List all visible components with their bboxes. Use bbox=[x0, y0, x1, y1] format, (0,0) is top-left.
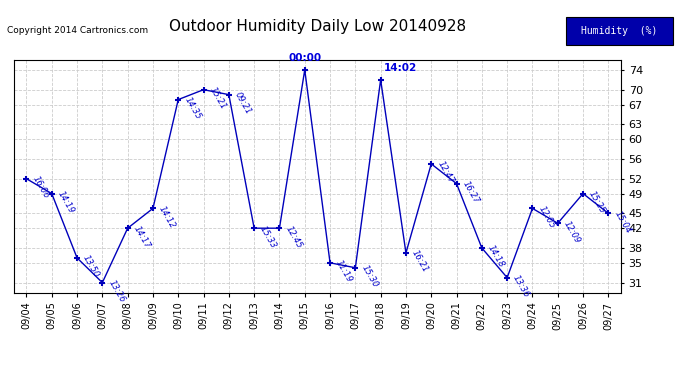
Text: 14:17: 14:17 bbox=[132, 224, 152, 250]
Text: 15:30: 15:30 bbox=[359, 264, 380, 289]
Text: 13:26: 13:26 bbox=[106, 279, 126, 304]
Text: 11:19: 11:19 bbox=[334, 259, 354, 284]
Text: Outdoor Humidity Daily Low 20140928: Outdoor Humidity Daily Low 20140928 bbox=[169, 19, 466, 34]
Text: 12:45: 12:45 bbox=[284, 224, 304, 250]
Text: 15:04: 15:04 bbox=[613, 209, 633, 235]
Text: 13:36: 13:36 bbox=[511, 273, 531, 299]
Text: 12:47: 12:47 bbox=[435, 160, 455, 185]
Text: 14:18: 14:18 bbox=[486, 244, 506, 269]
Text: 16:06: 16:06 bbox=[30, 174, 50, 200]
Text: Humidity  (%): Humidity (%) bbox=[581, 26, 658, 36]
Text: 13:50: 13:50 bbox=[81, 254, 101, 279]
Text: 14:19: 14:19 bbox=[56, 189, 76, 215]
Text: 15:25: 15:25 bbox=[587, 189, 607, 215]
Text: 12:05: 12:05 bbox=[537, 204, 557, 230]
Text: 14:35: 14:35 bbox=[182, 95, 202, 121]
Text: 16:27: 16:27 bbox=[461, 180, 481, 205]
Text: 09:21: 09:21 bbox=[233, 90, 253, 116]
Text: 15:33: 15:33 bbox=[258, 224, 278, 250]
Text: 16:21: 16:21 bbox=[410, 249, 430, 274]
Text: 14:12: 14:12 bbox=[157, 204, 177, 230]
Text: 12:09: 12:09 bbox=[562, 219, 582, 245]
Text: Copyright 2014 Cartronics.com: Copyright 2014 Cartronics.com bbox=[7, 26, 148, 35]
Text: 15:21: 15:21 bbox=[208, 86, 228, 111]
Text: 14:02: 14:02 bbox=[384, 63, 417, 73]
Text: 00:00: 00:00 bbox=[288, 53, 322, 63]
